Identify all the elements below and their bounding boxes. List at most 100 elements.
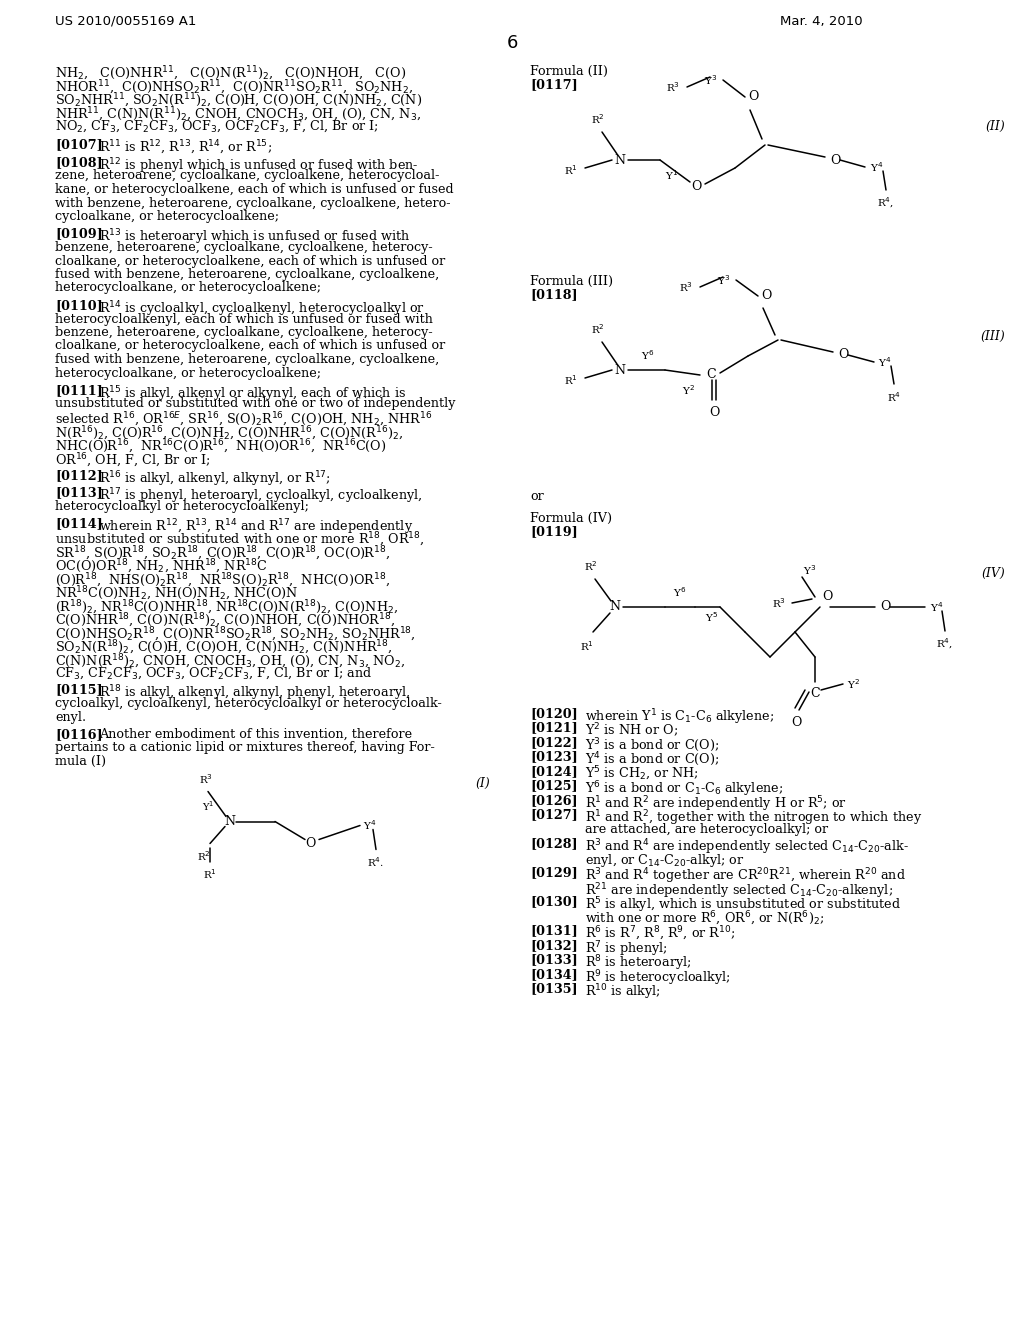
Text: NR$^{18}$C(O)NH$_2$, NH(O)NH$_2$, NHC(O)N: NR$^{18}$C(O)NH$_2$, NH(O)NH$_2$, NHC(O)… [55, 585, 299, 603]
Text: OR$^{16}$, OH, F, Cl, Br or I;: OR$^{16}$, OH, F, Cl, Br or I; [55, 451, 211, 470]
Text: NHOR$^{11}$,  C(O)NHSO$_2$R$^{11}$,  C(O)NR$^{11}$SO$_2$R$^{11}$,  SO$_2$NH$_2$,: NHOR$^{11}$, C(O)NHSO$_2$R$^{11}$, C(O)N… [55, 78, 413, 96]
Text: C(N)N(R$^{18}$)$_2$, CNOH, CNOCH$_3$, OH, (O), CN, N$_3$, NO$_2$,: C(N)N(R$^{18}$)$_2$, CNOH, CNOCH$_3$, OH… [55, 652, 404, 671]
Text: Y$^5$: Y$^5$ [705, 610, 718, 624]
Text: R$^4$: R$^4$ [887, 389, 901, 404]
Text: unsubstituted or substituted with one or two of independently: unsubstituted or substituted with one or… [55, 397, 456, 411]
Text: 6: 6 [506, 34, 518, 51]
Text: R$^3$: R$^3$ [199, 772, 213, 785]
Text: R$^1$ and R$^2$ are independently H or R$^5$; or: R$^1$ and R$^2$ are independently H or R… [585, 795, 847, 813]
Text: R$^5$ is alkyl, which is unsubstituted or substituted: R$^5$ is alkyl, which is unsubstituted o… [585, 895, 901, 915]
Text: [0126]: [0126] [530, 795, 578, 807]
Text: or: or [530, 490, 544, 503]
Text: R$^2$: R$^2$ [591, 112, 605, 125]
Text: cycloalkyl, cycloalkenyl, heterocycloalkyl or heterocycloalk-: cycloalkyl, cycloalkenyl, heterocycloalk… [55, 697, 441, 710]
Text: Y$^2$ is NH or O;: Y$^2$ is NH or O; [585, 722, 678, 739]
Text: mula (I): mula (I) [55, 755, 106, 768]
Text: [0122]: [0122] [530, 737, 578, 748]
Text: Y$^6$: Y$^6$ [674, 585, 687, 599]
Text: enyl, or C$_{14}$-C$_{20}$-alkyl; or: enyl, or C$_{14}$-C$_{20}$-alkyl; or [585, 851, 744, 869]
Text: OC(O)OR$^{18}$, NH$_2$, NHR$^{18}$, NR$^{18}$C: OC(O)OR$^{18}$, NH$_2$, NHR$^{18}$, NR$^… [55, 558, 267, 576]
Text: O: O [838, 348, 848, 362]
Text: Y$^4$: Y$^4$ [878, 355, 891, 368]
Text: [0116]: [0116] [55, 729, 102, 741]
Text: R$^1$ and R$^2$, together with the nitrogen to which they: R$^1$ and R$^2$, together with the nitro… [585, 808, 923, 828]
Text: cloalkane, or heterocycloalkene, each of which is unfused or: cloalkane, or heterocycloalkene, each of… [55, 339, 445, 352]
Text: C(O)NHSO$_2$R$^{18}$, C(O)NR$^{18}$SO$_2$R$^{18}$, SO$_2$NH$_2$, SO$_2$NHR$^{18}: C(O)NHSO$_2$R$^{18}$, C(O)NR$^{18}$SO$_2… [55, 626, 416, 644]
Text: [0114]: [0114] [55, 517, 102, 531]
Text: R$^7$ is phenyl;: R$^7$ is phenyl; [585, 939, 668, 958]
Text: R$^{13}$ is heteroaryl which is unfused or fused with: R$^{13}$ is heteroaryl which is unfused … [99, 227, 411, 247]
Text: (III): (III) [980, 330, 1005, 343]
Text: Y$^4$: Y$^4$ [870, 160, 884, 174]
Text: O: O [709, 407, 719, 418]
Text: [0121]: [0121] [530, 722, 578, 734]
Text: [0133]: [0133] [530, 953, 578, 966]
Text: [0119]: [0119] [530, 525, 578, 539]
Text: [0111]: [0111] [55, 384, 102, 397]
Text: cloalkane, or heterocycloalkene, each of which is unfused or: cloalkane, or heterocycloalkene, each of… [55, 255, 445, 268]
Text: (IV): (IV) [981, 568, 1005, 579]
Text: [0130]: [0130] [530, 895, 578, 908]
Text: [0131]: [0131] [530, 924, 578, 937]
Text: [0118]: [0118] [530, 289, 578, 301]
Text: enyl.: enyl. [55, 710, 86, 723]
Text: heterocycloalkenyl, each of which is unfused or fused with: heterocycloalkenyl, each of which is unf… [55, 313, 433, 326]
Text: with benzene, heteroarene, cycloalkane, cycloalkene, hetero-: with benzene, heteroarene, cycloalkane, … [55, 197, 451, 210]
Text: fused with benzene, heteroarene, cycloalkane, cycloalkene,: fused with benzene, heteroarene, cycloal… [55, 352, 439, 366]
Text: [0107]: [0107] [55, 139, 102, 152]
Text: R$^{17}$ is phenyl, heteroaryl, cycloalkyl, cycloalkenyl,: R$^{17}$ is phenyl, heteroaryl, cycloalk… [99, 487, 423, 506]
Text: Y$^2$: Y$^2$ [847, 677, 860, 690]
Text: O: O [830, 153, 841, 166]
Text: heterocycloalkane, or heterocycloalkene;: heterocycloalkane, or heterocycloalkene; [55, 281, 321, 294]
Text: R$^3$: R$^3$ [772, 597, 786, 610]
Text: Y$^2$: Y$^2$ [682, 383, 694, 397]
Text: heterocycloalkyl or heterocycloalkenyl;: heterocycloalkyl or heterocycloalkenyl; [55, 500, 309, 513]
Text: Y$^1$: Y$^1$ [202, 800, 214, 813]
Text: Y$^4$ is a bond or C(O);: Y$^4$ is a bond or C(O); [585, 751, 719, 768]
Text: SO$_2$N(R$^{18}$)$_2$, C(O)H, C(O)OH, C(N)NH$_2$, C(N)NHR$^{18}$,: SO$_2$N(R$^{18}$)$_2$, C(O)H, C(O)OH, C(… [55, 639, 392, 657]
Text: NHR$^{11}$, C(N)N(R$^{11}$)$_2$, CNOH, CNOCH$_3$, OH, (O), CN, N$_3$,: NHR$^{11}$, C(N)N(R$^{11}$)$_2$, CNOH, C… [55, 106, 421, 124]
Text: Y$^3$: Y$^3$ [703, 73, 717, 87]
Text: O: O [691, 181, 701, 194]
Text: Y$^3$: Y$^3$ [717, 273, 730, 286]
Text: R$^3$: R$^3$ [666, 81, 680, 94]
Text: R$^2$: R$^2$ [584, 560, 598, 573]
Text: R$^6$ is R$^7$, R$^8$, R$^9$, or R$^{10}$;: R$^6$ is R$^7$, R$^8$, R$^9$, or R$^{10}… [585, 924, 735, 942]
Text: fused with benzene, heteroarene, cycloalkane, cycloalkene,: fused with benzene, heteroarene, cycloal… [55, 268, 439, 281]
Text: (II): (II) [985, 120, 1005, 133]
Text: unsubstituted or substituted with one or more R$^{18}$, OR$^{18}$,: unsubstituted or substituted with one or… [55, 531, 424, 549]
Text: [0112]: [0112] [55, 469, 102, 482]
Text: SR$^{18}$, S(O)R$^{18}$, SO$_2$R$^{18}$, C(O)R$^{18}$, C(O)R$^{18}$, OC(O)R$^{18: SR$^{18}$, S(O)R$^{18}$, SO$_2$R$^{18}$,… [55, 544, 390, 562]
Text: [0120]: [0120] [530, 708, 578, 719]
Text: R$^3$: R$^3$ [679, 280, 693, 294]
Text: Y$^6$: Y$^6$ [641, 348, 654, 362]
Text: zene, heteroarene, cycloalkane, cycloalkene, heterocycloal-: zene, heteroarene, cycloalkane, cycloalk… [55, 169, 439, 182]
Text: [0127]: [0127] [530, 808, 578, 821]
Text: [0117]: [0117] [530, 78, 578, 91]
Text: [0108]: [0108] [55, 156, 102, 169]
Text: [0132]: [0132] [530, 939, 578, 952]
Text: R$^2$: R$^2$ [591, 322, 605, 337]
Text: C: C [810, 686, 820, 700]
Text: [0135]: [0135] [530, 982, 578, 995]
Text: selected R$^{16}$, OR$^{16E}$, SR$^{16}$, S(O)$_2$R$^{16}$, C(O)OH, NH$_2$, NHR$: selected R$^{16}$, OR$^{16E}$, SR$^{16}$… [55, 411, 432, 429]
Text: Formula (IV): Formula (IV) [530, 512, 612, 525]
Text: R$^{21}$ are independently selected C$_{14}$-C$_{20}$-alkenyl;: R$^{21}$ are independently selected C$_{… [585, 880, 893, 900]
Text: R$^{14}$ is cycloalkyl, cycloalkenyl, heterocycloalkyl or: R$^{14}$ is cycloalkyl, cycloalkenyl, he… [99, 300, 425, 318]
Text: [0134]: [0134] [530, 968, 578, 981]
Text: O: O [305, 837, 315, 850]
Text: CF$_3$, CF$_2$CF$_3$, OCF$_3$, OCF$_2$CF$_3$, F, Cl, Br or I; and: CF$_3$, CF$_2$CF$_3$, OCF$_3$, OCF$_2$CF… [55, 667, 372, 681]
Text: heterocycloalkane, or heterocycloalkene;: heterocycloalkane, or heterocycloalkene; [55, 367, 321, 380]
Text: Y$^4$: Y$^4$ [362, 818, 376, 833]
Text: R$^{18}$ is alkyl, alkenyl, alkynyl, phenyl, heteroaryl,: R$^{18}$ is alkyl, alkenyl, alkynyl, phe… [99, 684, 411, 704]
Text: O: O [748, 90, 758, 103]
Text: with one or more R$^6$, OR$^6$, or N(R$^6$)$_2$;: with one or more R$^6$, OR$^6$, or N(R$^… [585, 909, 824, 928]
Text: cycloalkane, or heterocycloalkene;: cycloalkane, or heterocycloalkene; [55, 210, 279, 223]
Text: R$^1$: R$^1$ [564, 164, 578, 177]
Text: R$^4$,: R$^4$, [937, 638, 953, 652]
Text: NH$_2$,   C(O)NHR$^{11}$,   C(O)N(R$^{11}$)$_2$,   C(O)NHOH,   C(O): NH$_2$, C(O)NHR$^{11}$, C(O)N(R$^{11}$)$… [55, 65, 407, 83]
Text: R$^{11}$ is R$^{12}$, R$^{13}$, R$^{14}$, or R$^{15}$;: R$^{11}$ is R$^{12}$, R$^{13}$, R$^{14}$… [99, 139, 272, 157]
Text: R$^1$: R$^1$ [580, 639, 594, 653]
Text: C(O)NHR$^{18}$, C(O)N(R$^{18}$)$_2$, C(O)NHOH, C(O)NHOR$^{18}$,: C(O)NHR$^{18}$, C(O)N(R$^{18}$)$_2$, C(O… [55, 612, 395, 630]
Text: O: O [761, 289, 771, 302]
